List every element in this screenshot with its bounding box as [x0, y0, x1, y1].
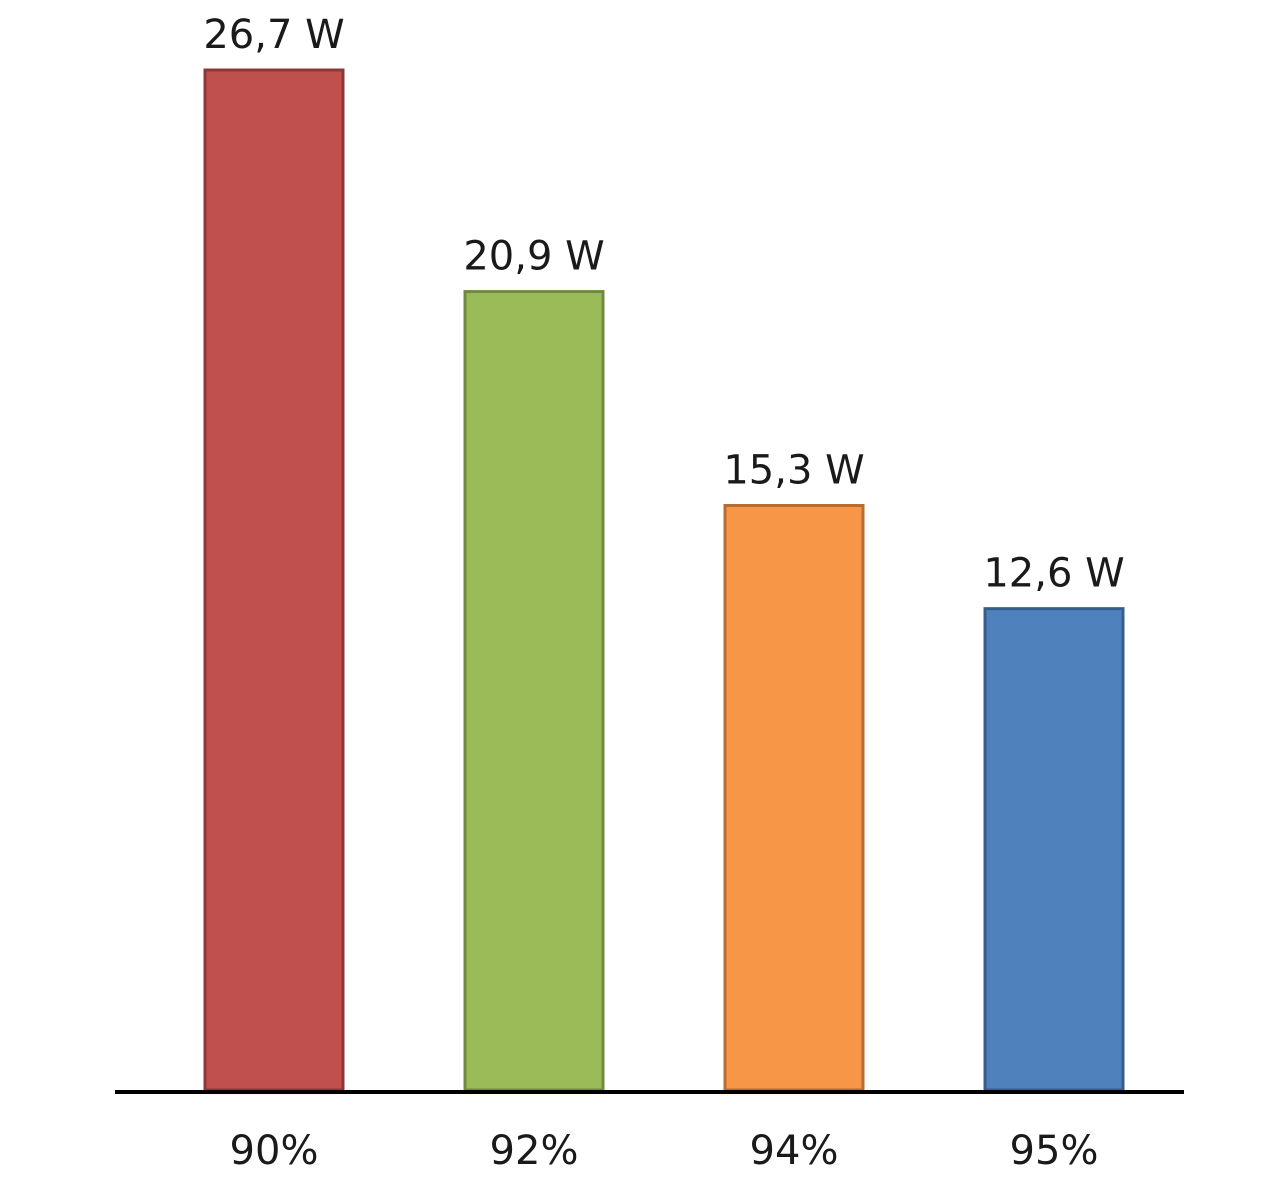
tick-labels-group: 90% 92% 94% 95%: [230, 1128, 1099, 1174]
x-tick-label-92pct: 92%: [490, 1128, 579, 1174]
bar-92pct: [463, 290, 605, 1092]
bar-95pct: [983, 607, 1125, 1092]
data-labels-group: 26,7 W 20,9 W 15,3 W 12,6 W: [203, 12, 1124, 597]
x-tick-label-90pct: 90%: [230, 1128, 319, 1174]
data-label-90pct: 26,7 W: [203, 12, 344, 58]
x-tick-label-95pct: 95%: [1010, 1128, 1099, 1174]
x-tick-label-94pct: 94%: [750, 1128, 839, 1174]
data-label-95pct: 12,6 W: [983, 551, 1124, 597]
bars-group: [203, 68, 1125, 1092]
bar-94pct: [723, 504, 865, 1092]
bar-90pct: [203, 68, 345, 1092]
data-label-94pct: 15,3 W: [723, 448, 864, 494]
data-label-92pct: 20,9 W: [463, 234, 604, 280]
